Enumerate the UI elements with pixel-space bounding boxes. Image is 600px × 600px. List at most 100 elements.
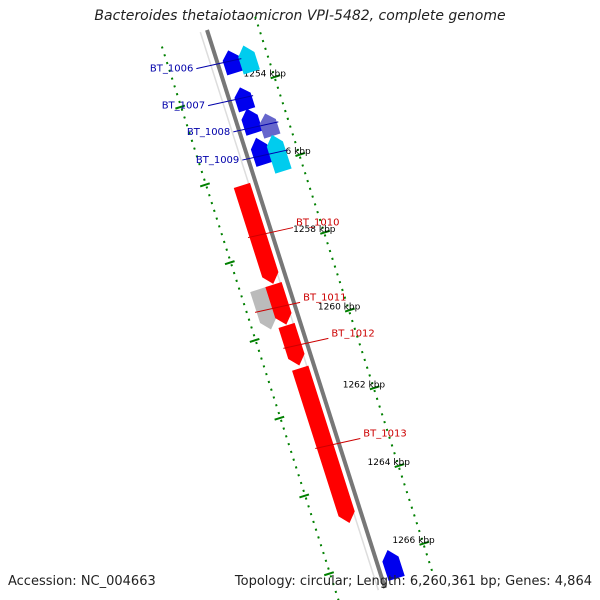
gene-label-bt-1006[interactable]: BT_1006 — [150, 64, 193, 75]
right-scale-dot — [257, 349, 261, 353]
left-scale-dot — [336, 273, 339, 276]
gene-label-bt-1007[interactable]: BT_1007 — [162, 101, 205, 112]
right-scale-dot — [198, 162, 201, 166]
gene-label-bt-1011[interactable]: BT_1011 — [303, 292, 346, 303]
right-scale-dot — [297, 473, 300, 477]
right-scale-dot — [220, 232, 224, 236]
right-scale-dot — [302, 489, 305, 493]
right-scale-dot — [190, 139, 194, 143]
left-scale-dot — [427, 560, 431, 564]
right-scale-dot — [255, 341, 258, 345]
gene-arrow-bt-1013[interactable] — [292, 365, 355, 524]
right-scale-dot — [225, 248, 228, 251]
right-scale-dot — [260, 357, 263, 360]
gene-arrow-bt-1007b[interactable] — [241, 108, 263, 136]
right-scale-dot — [329, 575, 333, 578]
left-scale-dot — [276, 86, 280, 89]
scale-tick — [270, 74, 281, 80]
right-scale-dot — [309, 512, 313, 516]
scale-tick-right — [274, 415, 285, 421]
left-scale-dot — [269, 63, 272, 66]
right-scale-dot — [312, 520, 315, 524]
left-scale-dot — [395, 459, 399, 463]
gene-arrow-bt-1010[interactable] — [233, 182, 279, 284]
scale-tick-label: 1262 kbp — [343, 380, 386, 390]
gene-arrow-bt-1012[interactable] — [278, 322, 305, 366]
left-scale-dot — [313, 203, 317, 206]
right-scale-dot — [240, 295, 243, 298]
scale-tick — [295, 152, 306, 157]
right-scale-dot — [200, 170, 204, 174]
right-scale-dot — [195, 155, 199, 158]
gene-label-leader — [242, 149, 288, 161]
tick-layer: 1254 kbp 1256 kbp 1258 kbp 1260 kbp 1262 kbp… — [160, 16, 435, 600]
left-scale-dot — [415, 521, 419, 525]
left-scale-dot — [274, 78, 277, 82]
gene-arrow-bt-1014[interactable] — [382, 549, 405, 581]
gene-label-leader — [283, 337, 329, 349]
gene-label-bt-1008[interactable]: BT_1008 — [187, 127, 230, 138]
gene-arrow-bt-1011a[interactable] — [265, 281, 292, 325]
right-scale-dot — [173, 85, 176, 88]
left-scale-dot — [363, 358, 366, 362]
right-scale-dot — [180, 108, 184, 111]
left-scale-dot — [418, 529, 421, 533]
gene-label-bt-1009[interactable]: BT_1009 — [196, 155, 239, 166]
left-scale-dot — [316, 210, 319, 214]
left-scale-dot — [346, 304, 349, 307]
left-scale-dot — [405, 490, 409, 494]
left-scale-dot — [368, 374, 371, 377]
gene-label-bt-1010[interactable]: BT_1010 — [296, 218, 339, 229]
left-scale-dot — [326, 241, 329, 245]
gene-arrow-bt-1006b[interactable] — [238, 45, 260, 75]
right-scale-dot — [235, 279, 238, 283]
gene-label-leader — [208, 95, 254, 107]
right-scale-dot — [252, 333, 256, 337]
gene-label-bt-1012[interactable]: BT_1012 — [331, 328, 374, 339]
scale-tick-right — [175, 104, 186, 110]
left-scale-dot — [306, 179, 309, 183]
right-scale-dot — [304, 497, 308, 500]
left-scale-dot — [271, 70, 275, 74]
scale-tick-right — [299, 493, 310, 499]
left-scale-dot — [410, 506, 414, 509]
right-scale-dot — [265, 372, 268, 376]
left-scale-dot — [291, 133, 295, 136]
gene-layer[interactable] — [222, 45, 405, 581]
scale-tick-label: 1264 kbp — [368, 458, 411, 468]
right-scale-dot — [168, 69, 171, 73]
scale-tick-right — [224, 260, 235, 266]
right-scale-dot — [185, 123, 189, 127]
right-scale-dot — [292, 458, 295, 461]
right-scale-dot — [332, 582, 335, 586]
left-scale-dot — [425, 553, 429, 556]
left-scale-dot — [333, 265, 337, 268]
right-scale-dot — [222, 240, 226, 244]
left-scale-dot — [358, 343, 362, 346]
left-scale-dot — [264, 47, 267, 51]
left-scale-dot — [348, 311, 352, 315]
scale-tick-label: 1258 kbp — [293, 225, 336, 235]
gene-arrow-bt-1007[interactable] — [234, 87, 256, 113]
gene-arrow-bt-1008[interactable] — [259, 113, 281, 139]
right-scale-dot — [217, 225, 221, 228]
scale-tick — [394, 463, 405, 469]
left-scale-dot — [360, 350, 364, 354]
left-scale-dot — [261, 39, 265, 43]
gene-arrow-bt-1009[interactable] — [266, 134, 292, 174]
left-scale-dot — [301, 164, 304, 167]
left-scale-dot — [311, 195, 314, 198]
scale-tick — [369, 385, 380, 391]
right-scale-dot — [284, 435, 288, 438]
left-scale-dot — [318, 218, 322, 222]
gene-label-leader — [233, 121, 279, 133]
right-scale-dot — [215, 217, 219, 220]
right-scale-dot — [270, 388, 273, 391]
left-scale-dot — [408, 498, 411, 502]
right-scale-dot — [193, 147, 196, 150]
left-scale-dot — [383, 420, 386, 424]
label-layer: BT_1006 BT_1007 BT_1008 BT_1009 BT_1010 BT_10… — [150, 58, 407, 449]
gene-label-bt-1013[interactable]: BT_1013 — [363, 429, 406, 440]
left-scale-dot — [254, 16, 257, 19]
